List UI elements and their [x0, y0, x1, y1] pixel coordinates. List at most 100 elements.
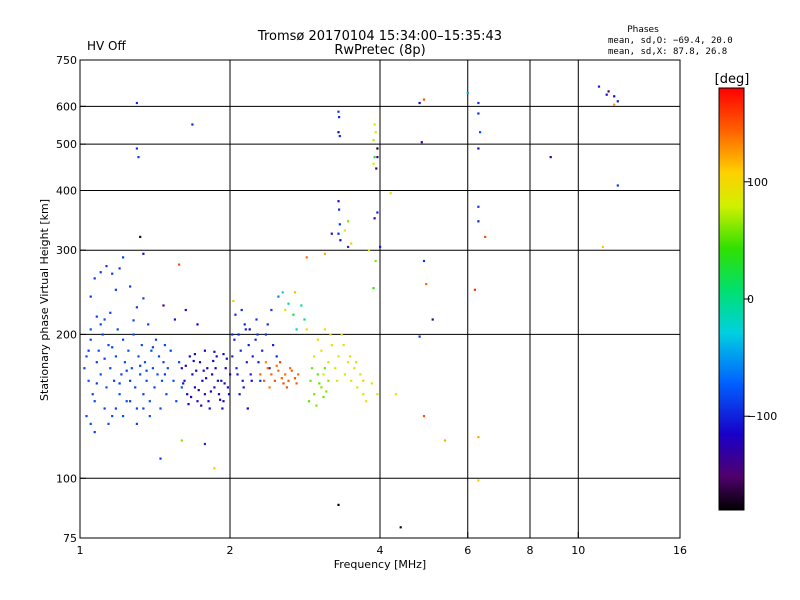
data-point [242, 386, 245, 389]
data-point [97, 349, 100, 352]
y-tick-label: 600 [56, 100, 77, 113]
data-point [89, 338, 92, 341]
data-point [257, 361, 260, 364]
data-point [277, 369, 280, 372]
data-point [93, 400, 96, 403]
colorbar-label: [deg] [715, 72, 750, 87]
data-point [292, 313, 295, 316]
x-tick-label: 1 [77, 544, 84, 557]
data-point [372, 287, 375, 290]
data-point [150, 349, 153, 352]
data-point [266, 367, 269, 370]
data-point [287, 302, 290, 305]
data-point [109, 367, 112, 370]
data-point [244, 328, 247, 331]
data-point [134, 386, 137, 389]
data-point [89, 328, 92, 331]
data-point [255, 318, 258, 321]
data-point [605, 93, 608, 96]
data-point [215, 355, 218, 358]
data-point [91, 393, 94, 396]
data-point [484, 235, 487, 238]
data-point [180, 386, 183, 389]
data-point [300, 304, 303, 307]
data-point [250, 379, 253, 382]
data-point [272, 344, 275, 347]
data-point [420, 141, 423, 144]
data-point [114, 288, 117, 291]
data-point [99, 373, 102, 376]
data-point [173, 318, 176, 321]
data-point [297, 373, 300, 376]
data-point [307, 400, 311, 403]
x-tick-label: 6 [464, 544, 471, 557]
data-point [259, 379, 262, 382]
data-point [111, 415, 114, 418]
data-point [153, 386, 156, 389]
data-point [151, 346, 154, 349]
data-point [310, 367, 314, 370]
data-point [85, 355, 88, 358]
data-point [203, 442, 206, 446]
data-point [477, 101, 480, 105]
data-point [225, 357, 228, 360]
data-point [477, 220, 480, 223]
x-axis-label: Frequency [MHz] [334, 558, 426, 571]
data-point [211, 373, 214, 376]
data-point [376, 393, 379, 396]
data-point [422, 259, 426, 263]
data-point [372, 162, 375, 165]
data-point [132, 333, 135, 336]
data-point [197, 389, 200, 392]
data-point [203, 349, 206, 352]
data-point [122, 256, 125, 259]
data-point [270, 308, 273, 312]
data-point [89, 295, 92, 298]
data-point [122, 415, 125, 418]
data-point [313, 355, 316, 358]
chart-subtitle: RwPretec (8p) [334, 43, 425, 58]
data-point [327, 361, 330, 364]
data-point [184, 308, 187, 312]
data-point [264, 333, 267, 336]
data-point [125, 369, 128, 372]
data-point [196, 323, 199, 326]
data-point [425, 283, 428, 286]
data-point [93, 277, 96, 280]
data-point [323, 367, 326, 370]
data-point [443, 439, 447, 442]
data-point [162, 304, 165, 307]
data-point [295, 382, 298, 385]
data-point [597, 85, 601, 88]
data-point [135, 147, 138, 150]
data-point [325, 390, 328, 393]
data-point [233, 338, 236, 341]
data-point [154, 338, 158, 341]
data-point [350, 379, 353, 382]
data-point [163, 373, 166, 376]
data-point [175, 400, 178, 403]
data-point [180, 367, 183, 370]
data-point [129, 400, 132, 403]
data-point [135, 407, 138, 410]
data-point [259, 373, 262, 376]
data-point [93, 431, 96, 434]
data-point [266, 323, 269, 326]
data-point [125, 400, 128, 403]
data-point [293, 291, 297, 294]
data-point [356, 386, 359, 389]
y-tick-label: 300 [56, 244, 77, 257]
data-point [107, 422, 110, 425]
data-point [336, 379, 339, 382]
data-point [231, 333, 234, 336]
data-point [135, 422, 138, 425]
data-point [103, 407, 106, 410]
data-point [316, 373, 319, 376]
data-point [85, 415, 88, 418]
data-point [289, 367, 292, 370]
data-point [231, 355, 234, 358]
data-point [105, 265, 108, 268]
data-point [111, 346, 114, 349]
data-point [334, 367, 337, 370]
data-point [323, 252, 326, 255]
